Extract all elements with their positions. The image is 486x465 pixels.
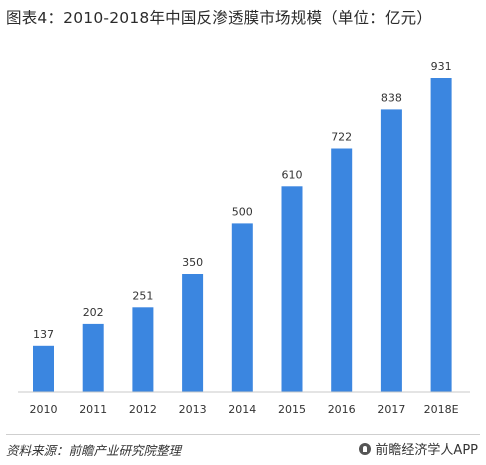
bar-2011	[82, 323, 104, 392]
bar-2016	[331, 148, 353, 392]
brand-label: 前瞻经济学人APP	[359, 439, 478, 458]
x-tick-label-2016: 2016	[328, 403, 356, 416]
value-label-2015: 610	[282, 168, 303, 181]
bar-2015	[281, 186, 303, 392]
bar-2012	[132, 307, 154, 392]
x-tick-label-2017: 2017	[377, 403, 405, 416]
value-label-2011: 202	[83, 306, 104, 319]
x-tick-label-2011: 2011	[79, 403, 107, 416]
value-label-2018E: 931	[431, 60, 452, 73]
bar-chart: 137 202 251 350 500 610 722 838 931 2010 2011 2012…	[18, 60, 470, 416]
x-tick-label-2010: 2010	[30, 403, 58, 416]
bar-2014	[231, 223, 253, 392]
value-label-2016: 722	[331, 131, 352, 144]
value-label-2012: 251	[132, 289, 153, 302]
x-tick-label-2015: 2015	[278, 403, 306, 416]
value-labels-group: 137 202 251 350 500 610 722 838 931	[33, 60, 452, 341]
brand-text: 前瞻经济学人APP	[375, 443, 478, 458]
bar-2018E	[430, 78, 452, 392]
value-label-2014: 500	[232, 205, 253, 218]
x-tick-label-2014: 2014	[228, 403, 256, 416]
bar-2013	[182, 274, 204, 392]
x-tick-label-2018E: 2018E	[424, 403, 459, 416]
value-label-2013: 350	[182, 256, 203, 269]
brand-logo-icon	[359, 442, 372, 455]
chart-title: 图表4：2010-2018年中国反渗透膜市场规模（单位：亿元）	[6, 9, 433, 27]
x-tick-label-2012: 2012	[129, 403, 157, 416]
bar-2017	[380, 109, 402, 393]
value-label-2010: 137	[33, 328, 54, 341]
value-label-2017: 838	[381, 91, 402, 104]
x-tick-labels-group: 2010 2011 2012 2013 2014 2015 2016 2017 2018E	[30, 403, 459, 416]
source-note: 资料来源：前瞻产业研究院整理	[6, 443, 182, 458]
footer-divider	[6, 434, 480, 435]
bar-2010	[33, 345, 54, 392]
x-tick-label-2013: 2013	[179, 403, 207, 416]
bars-group	[33, 78, 452, 393]
footer: 资料来源：前瞻产业研究院整理 前瞻经济学人APP	[0, 434, 486, 465]
